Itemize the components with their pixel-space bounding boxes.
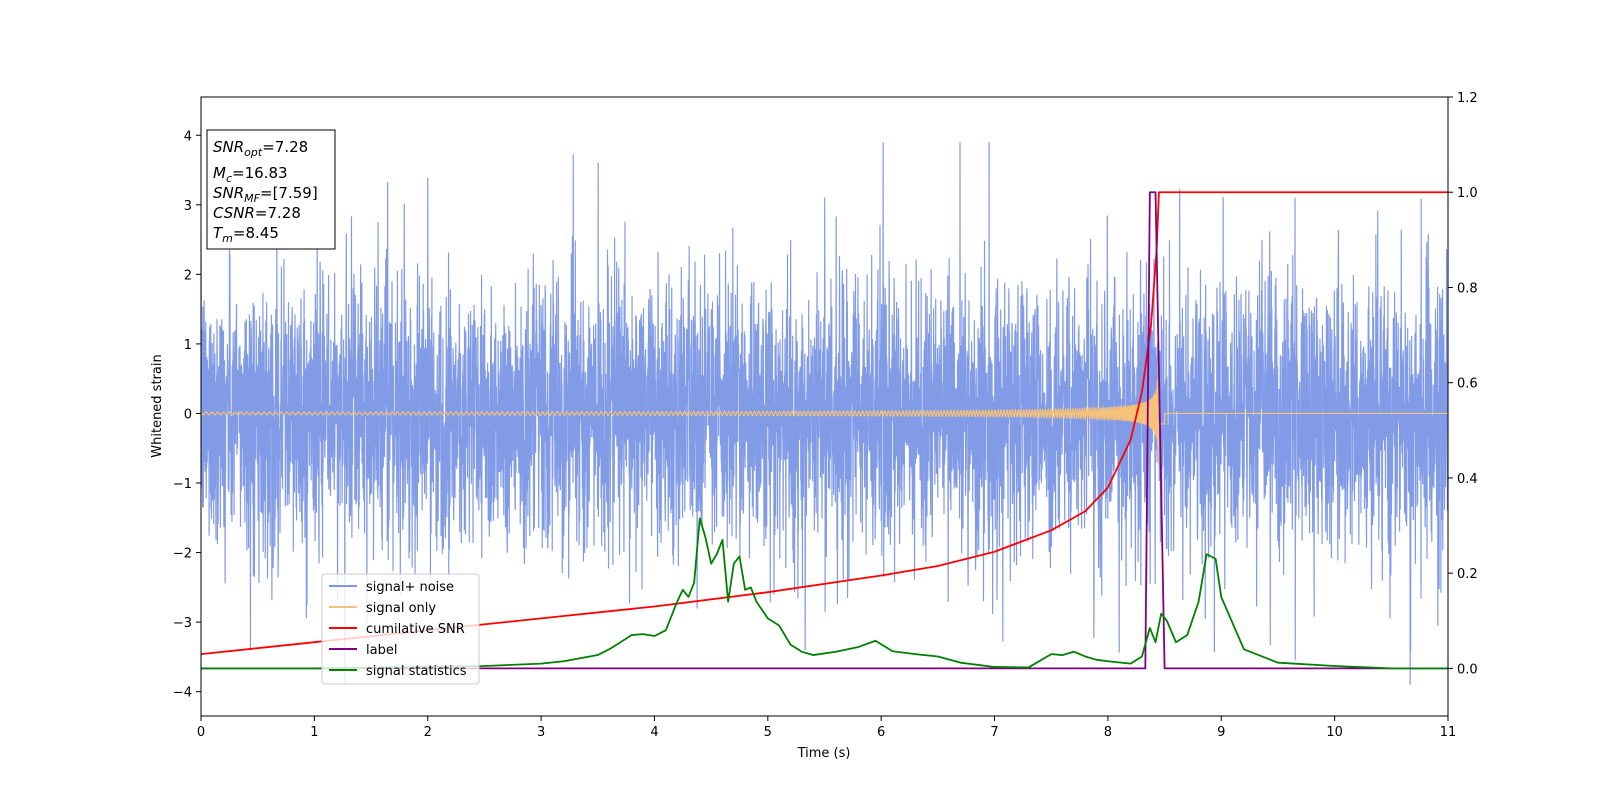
info-box: SNRopt=7.28 Mc=16.83 SNRMF=[7.59] CSNR=7… bbox=[206, 129, 336, 250]
series-label bbox=[201, 191, 1448, 670]
y-right-tick-label-2: 0.4 bbox=[1457, 472, 1478, 487]
y-right-tick-label-4: 0.8 bbox=[1457, 281, 1478, 296]
x-tick-label-0: 0 bbox=[197, 725, 205, 740]
y-left-tick-label-8: 4 bbox=[184, 129, 192, 144]
info-snr-mf: SNRMF=[7.59] bbox=[213, 184, 318, 205]
y-left-tick-label-1: −3 bbox=[173, 616, 192, 631]
x-axis-label: Time (s) bbox=[797, 746, 851, 761]
y-right-tick-label-5: 1.0 bbox=[1457, 186, 1478, 201]
y-right-tick-label-3: 0.6 bbox=[1457, 377, 1478, 392]
y-left-tick-label-7: 3 bbox=[184, 199, 192, 214]
x-tick-label-3: 3 bbox=[537, 725, 545, 740]
series-signal-noise bbox=[201, 142, 1448, 685]
y-axis-left: −4 −3 −2 −1 0 1 2 3 4 bbox=[173, 129, 201, 701]
y-right-tick-label-1: 0.2 bbox=[1457, 567, 1478, 582]
x-tick-label-6: 6 bbox=[877, 725, 885, 740]
info-merger-time: Tm=8.45 bbox=[213, 224, 279, 245]
series-signal-statistics bbox=[201, 517, 1448, 670]
y-right-tick-label-6: 1.2 bbox=[1457, 91, 1478, 106]
x-tick-label-11: 11 bbox=[1440, 725, 1457, 740]
y-left-tick-label-6: 2 bbox=[184, 268, 192, 283]
legend-label-signal-statistics: signal statistics bbox=[366, 664, 467, 679]
x-tick-label-5: 5 bbox=[764, 725, 772, 740]
y-left-tick-label-2: −2 bbox=[173, 547, 192, 562]
y-left-tick-label-4: 0 bbox=[184, 407, 192, 422]
legend-label-signal-only: signal only bbox=[366, 601, 436, 616]
x-tick-label-4: 4 bbox=[650, 725, 658, 740]
y-axis-right: 0.0 0.2 0.4 0.6 0.8 1.0 1.2 bbox=[1448, 91, 1478, 677]
x-tick-label-1: 1 bbox=[310, 725, 318, 740]
y-left-tick-label-5: 1 bbox=[184, 338, 192, 353]
info-box-frame bbox=[206, 129, 336, 250]
info-snr-opt: SNRopt=7.28 bbox=[213, 138, 308, 159]
info-chirp-mass: Mc=16.83 bbox=[213, 164, 288, 185]
info-csnr: CSNR=7.28 bbox=[213, 204, 301, 222]
legend-label-cumulative-snr: cumilative SNR bbox=[366, 622, 465, 637]
x-tick-label-9: 9 bbox=[1217, 725, 1225, 740]
y-left-tick-label-0: −4 bbox=[173, 686, 192, 701]
x-tick-label-2: 2 bbox=[424, 725, 432, 740]
y-right-tick-label-0: 0.0 bbox=[1457, 662, 1478, 677]
legend-label-label: label bbox=[366, 643, 397, 658]
x-axis: 0 1 2 3 4 5 6 7 8 9 10 11 bbox=[197, 716, 1456, 740]
x-tick-label-7: 7 bbox=[990, 725, 998, 740]
x-tick-label-8: 8 bbox=[1104, 725, 1112, 740]
legend-label-signal-noise: signal+ noise bbox=[366, 580, 454, 595]
series-cumulative-snr bbox=[201, 191, 1448, 655]
legend-frame bbox=[321, 573, 480, 685]
legend: signal+ noise signal only cumilative SNR… bbox=[321, 573, 480, 685]
series-signal-only bbox=[201, 362, 1448, 465]
y-left-tick-label-3: −1 bbox=[173, 477, 192, 492]
plot-frame bbox=[200, 96, 1449, 717]
x-tick-label-10: 10 bbox=[1326, 725, 1343, 740]
y-axis-label: Whitened strain bbox=[150, 354, 165, 457]
